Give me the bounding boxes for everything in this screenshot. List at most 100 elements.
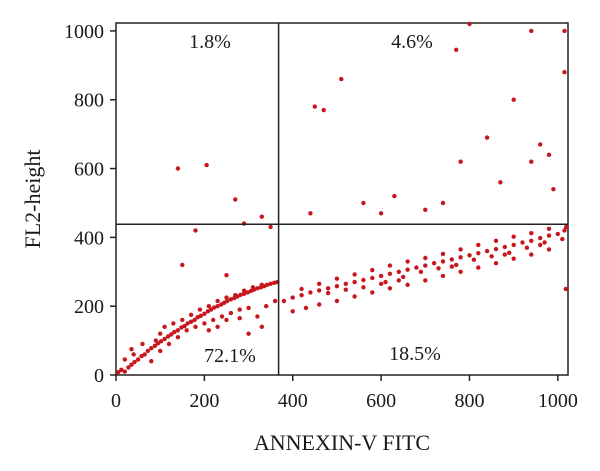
data-point bbox=[185, 321, 190, 326]
data-point bbox=[378, 211, 384, 216]
data-point bbox=[169, 332, 174, 337]
plot-frame bbox=[115, 22, 569, 376]
x-tick-label: 0 bbox=[111, 390, 121, 412]
data-point bbox=[162, 324, 167, 329]
data-point bbox=[188, 319, 194, 324]
data-point bbox=[440, 251, 446, 257]
y-tick-label: 0 bbox=[94, 365, 104, 387]
data-point bbox=[339, 76, 344, 82]
data-point bbox=[423, 263, 428, 268]
data-point bbox=[551, 187, 556, 192]
x-tick-label: 600 bbox=[366, 390, 396, 412]
data-point bbox=[233, 293, 238, 298]
data-point bbox=[378, 281, 384, 286]
data-point bbox=[246, 331, 251, 336]
data-point bbox=[317, 288, 322, 293]
data-point bbox=[132, 359, 137, 365]
data-point bbox=[224, 273, 229, 278]
data-point bbox=[241, 291, 247, 296]
data-point bbox=[180, 317, 185, 323]
y-tick-label: 600 bbox=[74, 159, 104, 181]
data-point bbox=[184, 328, 189, 333]
data-point bbox=[546, 226, 552, 231]
x-tick-label: 200 bbox=[189, 390, 219, 412]
data-point bbox=[237, 316, 242, 321]
data-point bbox=[272, 298, 278, 304]
quadrant-labels: 1.8% 4.6% 72.1% 18.5% bbox=[189, 31, 441, 367]
data-point bbox=[264, 304, 269, 309]
data-point bbox=[396, 269, 401, 274]
data-point bbox=[440, 273, 446, 279]
data-point bbox=[116, 370, 121, 375]
data-point bbox=[149, 359, 154, 364]
data-point bbox=[206, 304, 211, 309]
x-axis: 0 200 400 600 800 1000 bbox=[111, 375, 578, 412]
data-point bbox=[303, 305, 309, 311]
data-point bbox=[467, 21, 472, 27]
data-point bbox=[370, 290, 375, 295]
data-point bbox=[290, 295, 295, 300]
data-point bbox=[142, 352, 147, 357]
data-point bbox=[129, 362, 134, 367]
data-point bbox=[259, 324, 264, 329]
data-point bbox=[228, 297, 234, 302]
data-point bbox=[383, 279, 388, 285]
data-point bbox=[165, 334, 171, 339]
data-point bbox=[215, 304, 220, 309]
data-point bbox=[489, 254, 494, 259]
x-tick-label: 800 bbox=[454, 390, 484, 412]
y-axis: 0 200 400 600 800 1000 bbox=[64, 21, 116, 387]
data-point bbox=[180, 262, 185, 268]
data-point bbox=[325, 286, 331, 291]
data-point bbox=[259, 282, 264, 287]
y-tick-label: 800 bbox=[74, 90, 104, 112]
data-point bbox=[476, 251, 481, 256]
data-point bbox=[238, 292, 243, 297]
data-point bbox=[334, 298, 340, 304]
data-point bbox=[255, 314, 260, 319]
data-point bbox=[524, 245, 530, 250]
data-point bbox=[352, 294, 357, 299]
data-point bbox=[484, 135, 490, 140]
data-point bbox=[361, 277, 366, 283]
data-point bbox=[122, 369, 128, 374]
data-point bbox=[538, 242, 543, 248]
data-point bbox=[197, 307, 203, 312]
data-point bbox=[529, 252, 534, 257]
data-point bbox=[119, 367, 124, 372]
data-point bbox=[268, 224, 273, 230]
data-point bbox=[299, 286, 304, 292]
data-point bbox=[188, 312, 194, 317]
data-point bbox=[255, 286, 260, 291]
data-point bbox=[440, 200, 446, 206]
data-point bbox=[219, 314, 225, 319]
data-point bbox=[259, 214, 264, 219]
data-point bbox=[224, 295, 229, 300]
data-point bbox=[233, 197, 238, 202]
data-point bbox=[264, 282, 270, 287]
data-point bbox=[182, 323, 187, 329]
data-point bbox=[529, 159, 534, 164]
data-point bbox=[162, 336, 167, 342]
data-point bbox=[562, 28, 567, 34]
data-point bbox=[436, 266, 441, 271]
data-point bbox=[158, 348, 163, 354]
data-point bbox=[449, 257, 454, 262]
data-point bbox=[158, 331, 163, 336]
data-point bbox=[458, 269, 463, 274]
y-tick-label: 200 bbox=[74, 296, 104, 318]
data-point bbox=[202, 311, 207, 316]
data-point bbox=[225, 298, 230, 304]
data-point bbox=[308, 290, 313, 295]
data-point bbox=[458, 159, 463, 164]
data-point bbox=[546, 233, 552, 238]
data-point bbox=[370, 267, 375, 273]
data-point bbox=[458, 255, 463, 260]
data-point bbox=[334, 276, 340, 281]
data-point bbox=[440, 259, 446, 264]
quadrant-label-lower-right: 18.5% bbox=[389, 343, 441, 365]
data-point bbox=[405, 267, 410, 272]
data-point bbox=[502, 244, 507, 250]
x-tick-label: 400 bbox=[278, 390, 308, 412]
data-point bbox=[171, 321, 176, 326]
